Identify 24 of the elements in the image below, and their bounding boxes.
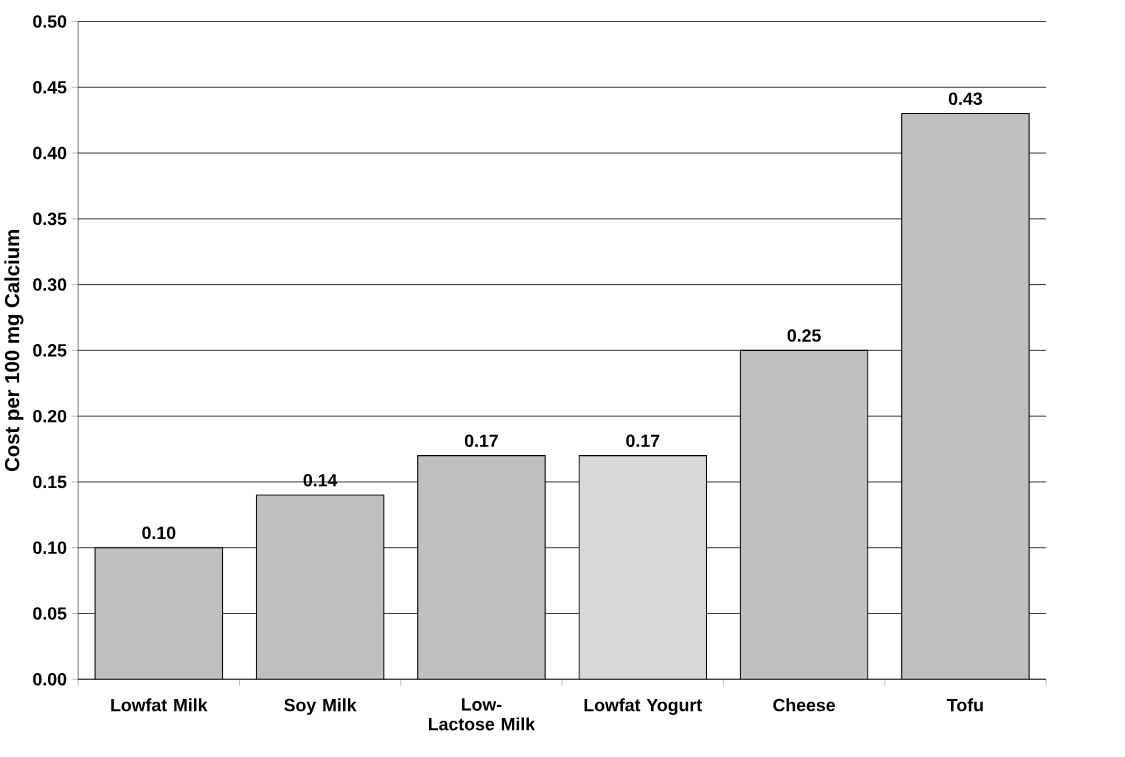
y-axis-title: Cost per 100 mg Calcium <box>4 230 24 472</box>
data-label: 0.14 <box>303 473 338 487</box>
data-label: 0.43 <box>948 92 983 105</box>
x-tick-label: Low-Lactose Milk <box>428 698 536 731</box>
y-tick-label: 0.40 <box>33 146 67 160</box>
data-label: 0.17 <box>626 434 660 447</box>
y-tick-label: 0.45 <box>33 80 67 94</box>
y-tick-label: 0.50 <box>33 15 67 28</box>
x-tick-label: Tofu <box>947 698 983 712</box>
y-tick-label: 0.25 <box>33 344 67 357</box>
y-tick-label: 0.20 <box>33 409 67 423</box>
x-tick-label: Lowfat Milk <box>111 698 208 712</box>
y-tick-label: 0.15 <box>33 475 67 489</box>
data-label: 0.10 <box>142 526 176 540</box>
x-tick-label: Lowfat Yogurt <box>584 698 702 715</box>
x-tick-label: Soy Milk <box>284 698 357 715</box>
y-tick-label: 0.30 <box>33 278 67 291</box>
y-tick-label: 0.10 <box>33 541 67 554</box>
data-label: 0.17 <box>464 434 498 447</box>
data-label: 0.25 <box>787 329 821 342</box>
y-tick-label: 0.35 <box>33 212 67 226</box>
x-tick-label: Cheese <box>773 698 835 712</box>
y-tick-label: 0.00 <box>33 672 67 686</box>
y-tick-label: 0.05 <box>33 607 67 620</box>
